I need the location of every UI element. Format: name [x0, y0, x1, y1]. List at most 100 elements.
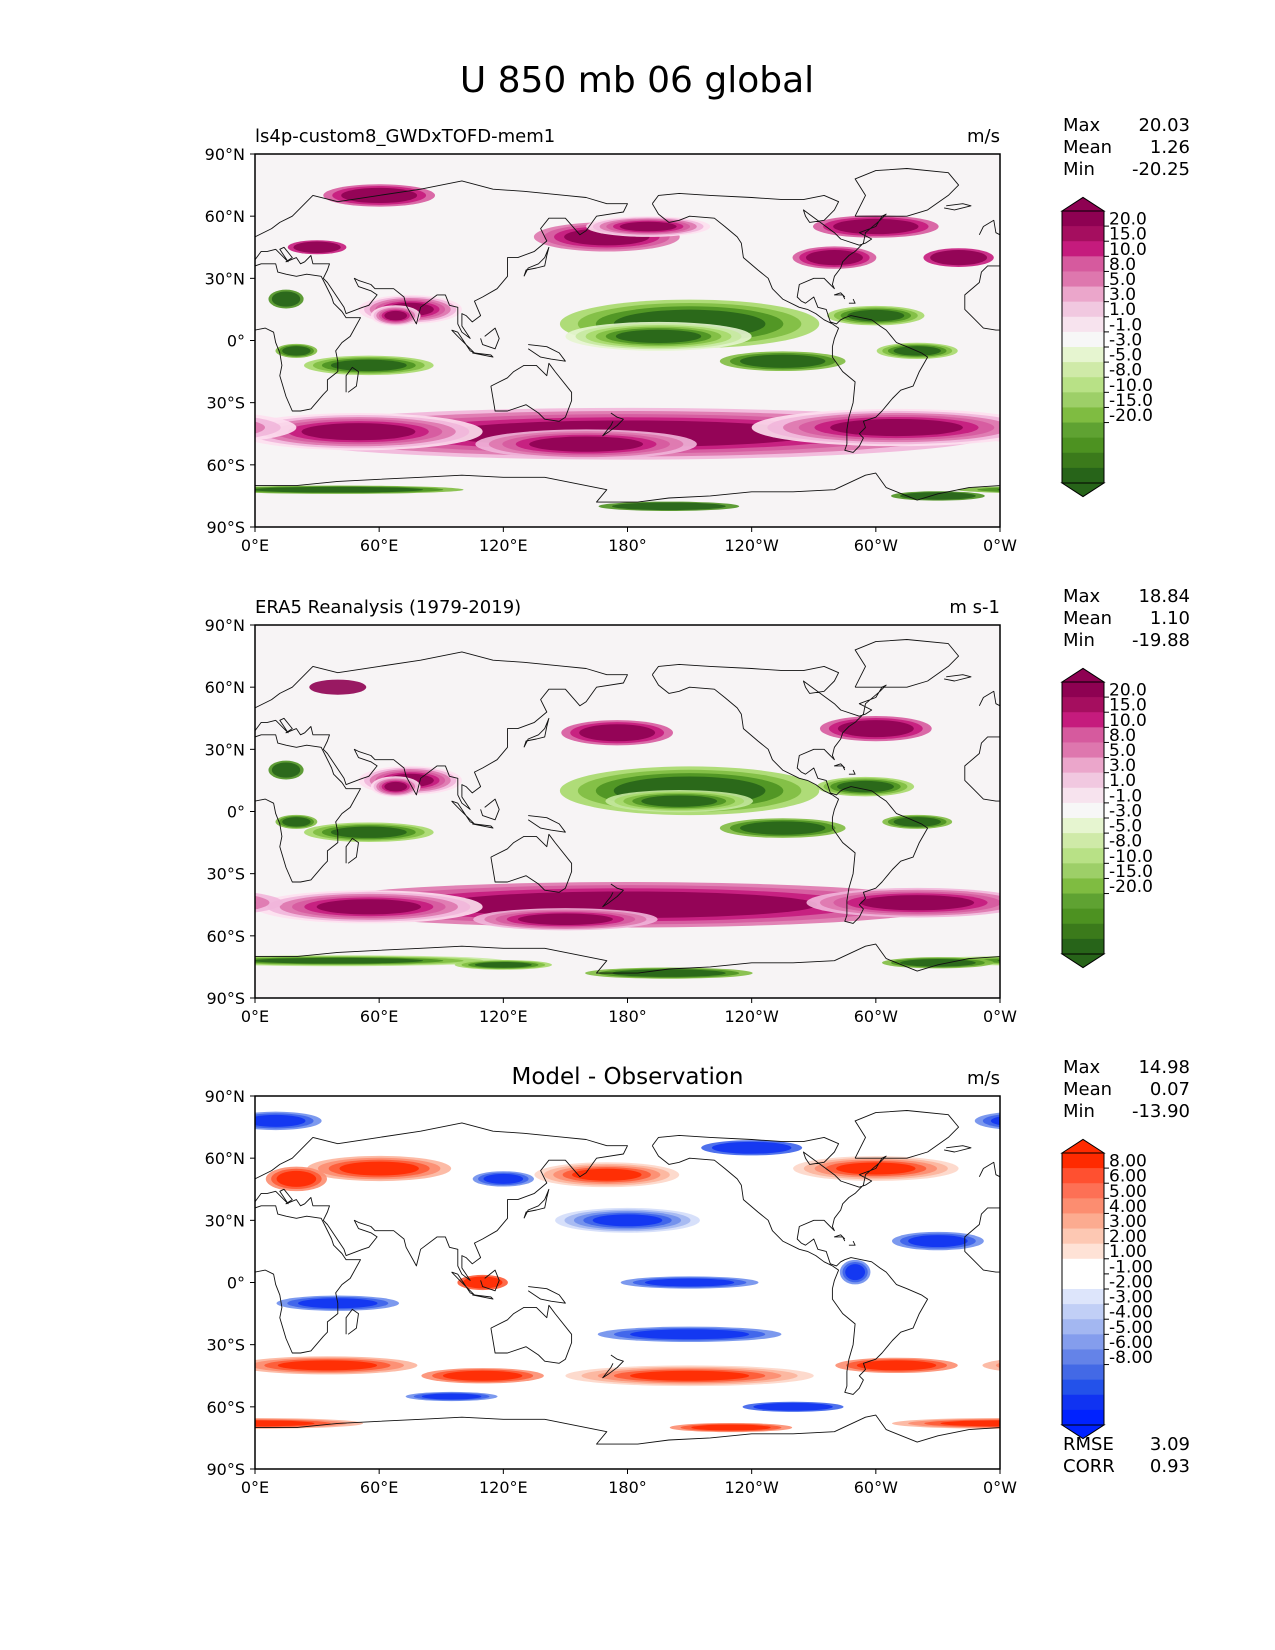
lat-tick-label: 0°	[227, 332, 245, 351]
lat-tick-label: 90°N	[205, 616, 245, 635]
colorbar-swatch	[1062, 802, 1104, 819]
colorbar-tick-label: -8.00	[1109, 1348, 1153, 1368]
colorbar-swatch	[1062, 1334, 1104, 1350]
field-blob	[442, 1370, 523, 1381]
panel-title: ls4p-custom8_GWDxTOFD-mem1	[255, 126, 555, 147]
coastline	[964, 736, 1000, 802]
coastline	[480, 327, 500, 350]
figure-title: U 850 mb 06 global	[460, 60, 814, 101]
colorbar-swatch	[1062, 392, 1104, 408]
lon-tick-label: 60°E	[360, 1007, 398, 1026]
colorbar-tick-label: 8.00	[1109, 1152, 1147, 1172]
field-blob	[69, 417, 233, 438]
field-blob	[856, 1360, 937, 1371]
field-blob	[137, 957, 249, 968]
colorbar-swatch	[1062, 1409, 1104, 1426]
colorbar-tick-label: -1.00	[1109, 1257, 1153, 1277]
panel-units: m/s	[967, 1068, 1000, 1089]
coastline	[255, 263, 361, 412]
coastline	[833, 1234, 846, 1242]
colorbar-tick-label: -5.0	[1109, 346, 1142, 366]
lon-tick-label: 180°	[608, 1478, 647, 1497]
field-blob	[255, 486, 424, 493]
field-blob	[146, 491, 240, 500]
stat-label-max: Max	[1063, 586, 1101, 607]
field-blob	[805, 250, 863, 266]
field-blob	[830, 418, 963, 437]
colorbar-tick-label: -3.0	[1109, 330, 1142, 350]
coastline	[978, 219, 1000, 236]
field-blob	[592, 1214, 663, 1227]
coastline	[451, 329, 475, 354]
field-blob	[982, 1360, 1000, 1371]
field-blob	[711, 1141, 792, 1154]
colorbar-swatch	[1062, 362, 1104, 378]
coastline	[651, 1134, 929, 1395]
field-blob	[155, 492, 231, 500]
field-blob	[301, 423, 416, 441]
colorbar-swatch	[1062, 286, 1104, 303]
coastline	[490, 362, 573, 422]
coastline	[255, 1414, 1000, 1445]
coastline	[848, 298, 856, 304]
colorbar-3: 8.006.005.004.003.002.001.00-1.00-2.00-3…	[1060, 1138, 1153, 1440]
coastline	[854, 1110, 960, 1159]
coastline	[345, 837, 359, 864]
colorbar-tick-label: -3.0	[1109, 801, 1142, 821]
field-blob	[845, 1264, 866, 1281]
colorbar-extend-max	[1060, 196, 1106, 212]
colorbar-tick-label: 4.00	[1109, 1197, 1147, 1217]
colorbar-swatch	[1062, 271, 1104, 288]
field-blob	[847, 309, 905, 322]
coastline	[255, 1122, 628, 1281]
lon-tick-label: 60°W	[854, 1478, 898, 1497]
colorbar-1: 20.015.010.08.05.03.01.0-1.0-3.0-5.0-8.0…	[1060, 196, 1153, 498]
lat-tick-label: 90°N	[205, 145, 245, 164]
stat-label-mean: Mean	[1063, 608, 1112, 629]
colorbar-tick-label: -3.00	[1109, 1288, 1153, 1308]
field-blob	[255, 421, 265, 434]
coastline	[255, 943, 1000, 974]
colorbar-tick-label: -15.0	[1109, 862, 1153, 882]
colorbar-swatch	[1062, 301, 1104, 318]
colorbar-tick-label: 5.0	[1109, 270, 1136, 290]
field-blob	[282, 346, 311, 356]
colorbar-tick-label: 15.0	[1109, 225, 1147, 245]
colorbar-swatch	[1062, 757, 1104, 774]
field-blob	[644, 1278, 735, 1287]
field-blob	[178, 248, 248, 267]
field-blob	[629, 1370, 750, 1381]
field-blob	[316, 899, 421, 915]
coastline	[602, 883, 624, 908]
lon-tick-label: 120°E	[479, 1007, 528, 1026]
field-blob	[282, 817, 311, 827]
lon-tick-label: 120°E	[479, 536, 528, 555]
colorbar-tick-label: -8.0	[1109, 832, 1142, 852]
field-blob	[271, 762, 301, 778]
panel-title: Model - Observation	[511, 1064, 743, 1090]
colorbar-tick-label: -5.0	[1109, 817, 1142, 837]
colorbar-swatch	[1062, 878, 1104, 895]
coastline	[451, 800, 475, 825]
field-blob	[330, 826, 407, 838]
coastline	[480, 1269, 500, 1292]
colorbar-swatch	[1062, 331, 1104, 348]
coastline	[255, 472, 1000, 503]
stat-value-max: 20.03	[1138, 115, 1190, 136]
colorbar-swatch	[1062, 1319, 1104, 1335]
colorbar-swatch	[1062, 452, 1104, 469]
field-blob	[572, 1168, 642, 1181]
colorbar-tick-label: 1.0	[1109, 300, 1136, 320]
lon-tick-label: 120°W	[724, 1007, 779, 1026]
coastline	[833, 292, 846, 300]
field-blob	[517, 913, 613, 925]
coastline	[651, 663, 929, 924]
field-blob	[529, 436, 644, 452]
coastline	[964, 265, 1000, 331]
colorbar-swatch	[1062, 1379, 1104, 1396]
field-blob	[155, 959, 231, 967]
lon-tick-label: 0°W	[983, 536, 1017, 555]
coastline	[345, 1308, 359, 1335]
colorbar-swatch	[1062, 818, 1104, 834]
field-blob	[146, 958, 240, 967]
